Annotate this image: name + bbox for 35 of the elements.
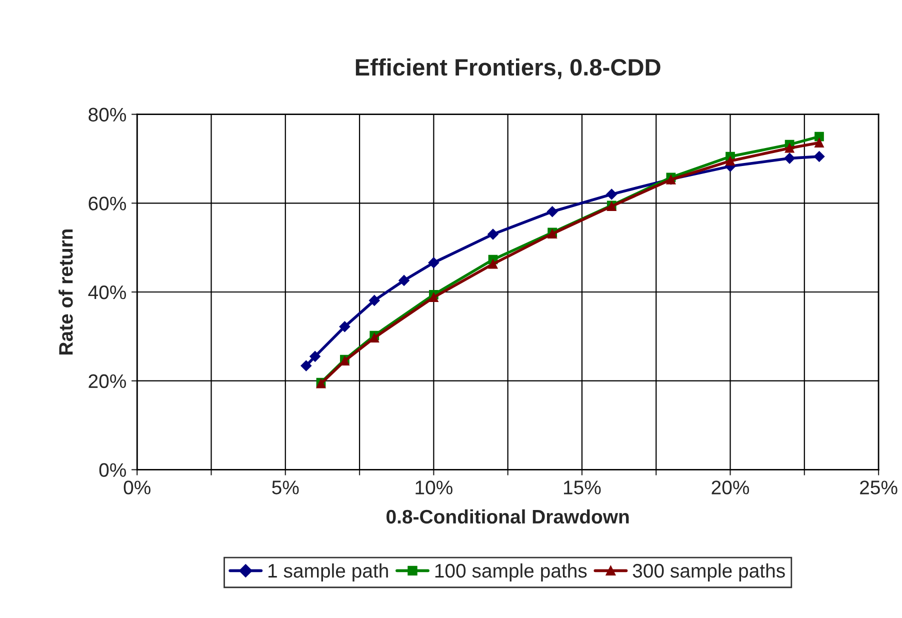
point <box>814 151 825 162</box>
y-tick-label: 60% <box>88 196 126 210</box>
y-axis-title: Rate of return <box>58 229 73 354</box>
point <box>488 228 498 240</box>
legend-label: 1 sample path <box>268 563 388 582</box>
point <box>428 292 438 302</box>
x-tick-label: 15% <box>564 480 601 494</box>
point <box>726 156 735 166</box>
point <box>814 132 824 142</box>
legend-label: 100 sample paths <box>435 563 587 582</box>
point <box>368 295 380 306</box>
point <box>488 259 498 269</box>
x-tick-label: 20% <box>712 480 750 494</box>
point <box>546 206 558 218</box>
x-tick-label: 25% <box>860 480 898 494</box>
y-tick-label: 80% <box>88 108 126 122</box>
point <box>398 275 410 286</box>
point <box>784 152 796 164</box>
chart-title: Efficient Frontiers, 0.8-CDD <box>356 58 660 80</box>
point <box>428 257 440 268</box>
point <box>339 321 350 332</box>
y-tick-label: 0% <box>99 463 126 477</box>
x-tick-label: 10% <box>416 480 452 494</box>
x-axis-title: 0.8-Conditional Drawdown <box>386 509 629 524</box>
point <box>300 360 312 372</box>
y-tick-label: 40% <box>88 285 126 300</box>
point <box>784 143 794 153</box>
legend-label: 300 sample paths <box>632 563 785 582</box>
point <box>814 138 824 148</box>
x-tick-label: 5% <box>272 480 299 494</box>
x-tick-label: 0% <box>124 480 150 494</box>
point <box>606 188 618 200</box>
point <box>310 350 320 362</box>
y-tick-label: 20% <box>88 374 126 388</box>
point <box>370 333 380 342</box>
